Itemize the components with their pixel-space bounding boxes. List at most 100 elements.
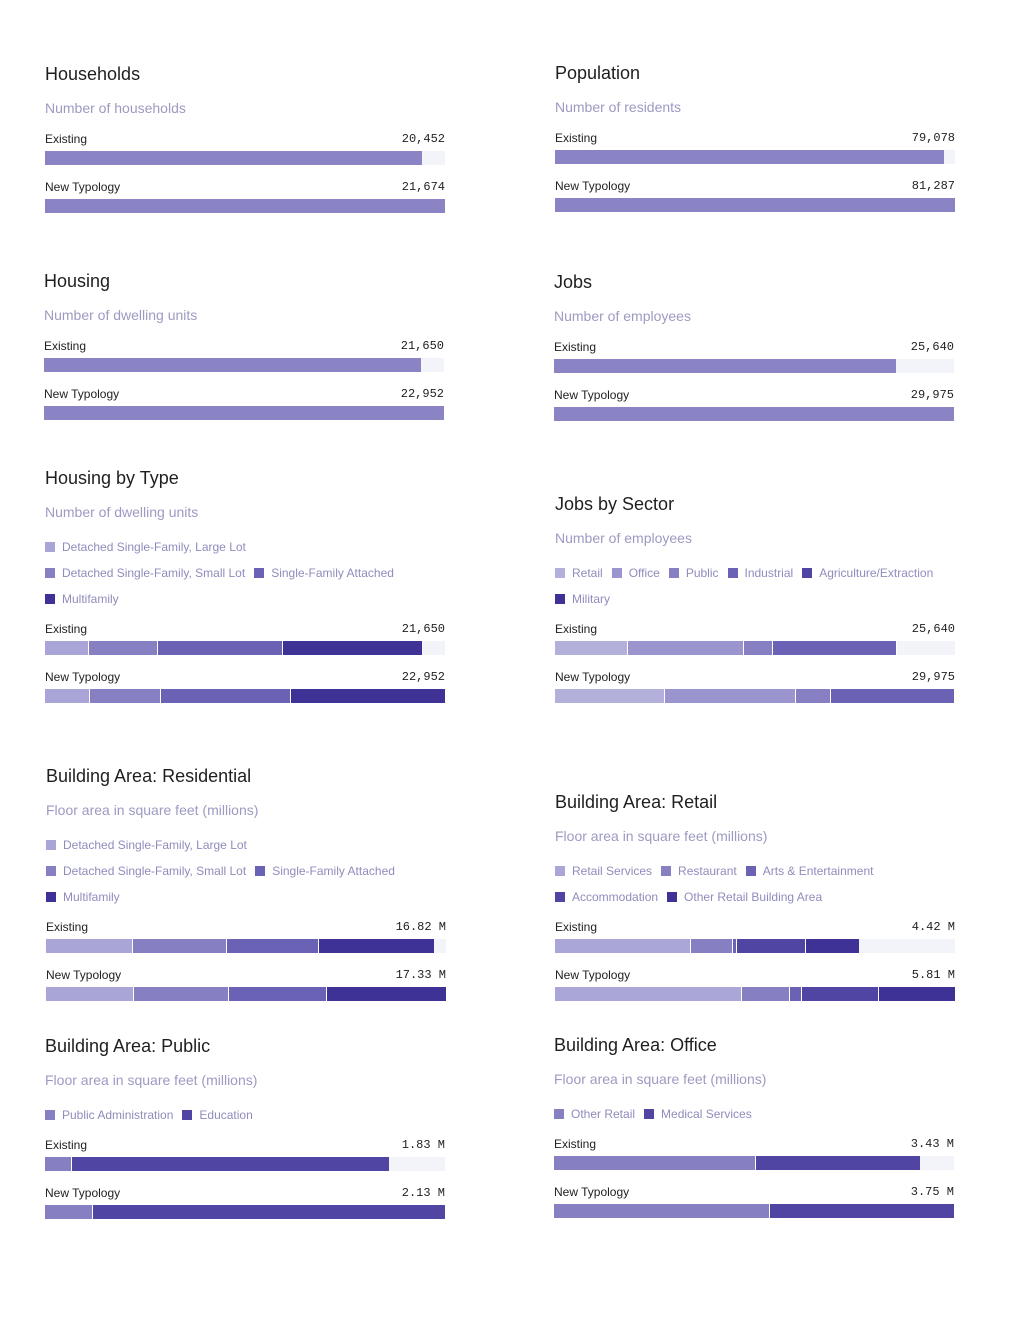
- chart-title: Building Area: Residential: [46, 766, 252, 786]
- bar-track: [45, 1157, 445, 1171]
- chart-title: Building Area: Public: [45, 1036, 211, 1056]
- row-header: New Typology 3.75 M: [554, 1182, 954, 1202]
- bar-segment: [896, 641, 898, 655]
- bar: [555, 198, 955, 212]
- chart-subtitle: Floor area in square feet (millions): [554, 1071, 767, 1087]
- bar-row: Existing 21,650: [45, 619, 445, 655]
- total-label: 21,650: [401, 622, 445, 636]
- bar-track: [555, 150, 955, 164]
- bar-track: [45, 199, 445, 213]
- chart-subtitle: Number of employees: [555, 530, 692, 546]
- bar-segment: [132, 939, 227, 953]
- bar-segment: [157, 641, 283, 655]
- legend-swatch: [254, 568, 265, 578]
- row-header: Existing 16.82 M: [46, 917, 446, 937]
- legend-swatch: [555, 568, 565, 578]
- value-label: 22,952: [400, 387, 444, 401]
- legend-swatch: [555, 866, 565, 876]
- chart-card: Housing by Type Number of dwelling units D…: [45, 466, 445, 703]
- chart-title: Housing: [44, 271, 111, 291]
- bar-segment: [829, 689, 954, 703]
- bar-segment: [318, 939, 435, 953]
- legend-item: Multifamily: [46, 884, 120, 910]
- row-label: New Typology: [45, 670, 121, 684]
- bar-track: [45, 1205, 445, 1219]
- legend-label: Military: [572, 592, 610, 606]
- row-label: Existing: [555, 131, 598, 145]
- bar-segment: [689, 939, 732, 953]
- bar: [554, 407, 954, 421]
- row-label: New Typology: [554, 388, 630, 402]
- bar-rows: Existing 4.42 M New Typology 5.81 M: [555, 917, 955, 1001]
- chart-subtitle: Number of dwelling units: [44, 307, 198, 323]
- row-label: Existing: [44, 339, 87, 353]
- row-header: New Typology 81,287: [555, 176, 955, 196]
- total-label: 1.83 M: [401, 1138, 445, 1152]
- legend-swatch: [745, 866, 756, 876]
- bar-track: [554, 1204, 954, 1218]
- row-label: New Typology: [555, 179, 631, 193]
- row-header: Existing 25,640: [554, 337, 954, 357]
- bar-segment: [736, 939, 805, 953]
- bar-row: New Typology 29,975: [555, 667, 955, 703]
- bar-row: Existing 4.42 M: [555, 917, 955, 953]
- bar-segment: [45, 1205, 92, 1219]
- bar-segment: [555, 987, 741, 1001]
- legend-item: Restaurant: [661, 858, 737, 884]
- legend-swatch: [611, 568, 622, 578]
- bar-segment: [45, 1157, 72, 1171]
- bar-rows: Existing 21,650 New Typology 22,952: [44, 336, 444, 420]
- row-label: Existing: [45, 132, 88, 146]
- legend-swatch: [802, 568, 813, 578]
- bar-segment: [804, 939, 860, 953]
- bar-row: New Typology 22,952: [44, 384, 444, 420]
- bar-segment: [325, 987, 446, 1001]
- legend-swatch: [45, 594, 55, 604]
- legend: Detached Single-Family, Large Lot Detache…: [45, 534, 445, 612]
- value-label: 21,674: [401, 180, 445, 194]
- bar-row: New Typology 2.13 M: [45, 1183, 445, 1219]
- row-header: Existing 3.43 M: [554, 1134, 954, 1154]
- bar-segment: [877, 987, 955, 1001]
- bar-track: [555, 939, 955, 953]
- chart-title: Households: [45, 64, 141, 84]
- row-label: Existing: [554, 340, 597, 354]
- legend-label: Detached Single-Family, Small Lot: [62, 566, 246, 580]
- legend-label: Retail Services: [572, 864, 653, 878]
- bar-track: [554, 1156, 954, 1170]
- bar-rows: Existing 21,650 New Typology 22,952: [45, 619, 445, 703]
- chart-card: Jobs Number of employees Existing 25,640 New…: [554, 270, 954, 421]
- bar: [555, 150, 945, 164]
- legend-item: Industrial: [727, 560, 793, 586]
- chart-title: Building Area: Office: [554, 1035, 717, 1055]
- legend: Retail Services Restaurant Arts & Entertai…: [555, 858, 955, 910]
- bar-segment: [663, 689, 795, 703]
- legend-swatch: [182, 1110, 193, 1120]
- row-header: New Typology 29,975: [555, 667, 955, 687]
- chart-title: Housing by Type: [45, 468, 179, 488]
- row-header: Existing 4.42 M: [555, 917, 955, 937]
- bar-segment: [772, 641, 897, 655]
- legend-label: Other Retail: [571, 1107, 636, 1121]
- legend-label: Accommodation: [572, 890, 659, 904]
- bar-row: New Typology 22,952: [45, 667, 445, 703]
- bar: [44, 406, 444, 420]
- bar-rows: Existing 25,640 New Typology 29,975: [554, 337, 954, 421]
- value-label: 21,650: [400, 339, 444, 353]
- bar-rows: Existing 3.43 M New Typology 3.75 M: [554, 1134, 954, 1218]
- bar-segment: [554, 1156, 755, 1170]
- total-label: 25,640: [911, 622, 955, 636]
- row-header: Existing 25,640: [555, 619, 955, 639]
- chart-card: Population Number of residents Existing 79,…: [555, 61, 955, 212]
- bar-segment: [740, 987, 790, 1001]
- total-label: 17.33 M: [395, 968, 446, 982]
- legend-label: Detached Single-Family, Large Lot: [63, 838, 247, 852]
- bar: [44, 358, 422, 372]
- bar-row: Existing 79,078: [555, 128, 955, 164]
- bar-track: [46, 939, 446, 953]
- row-label: New Typology: [554, 1185, 630, 1199]
- row-label: New Typology: [555, 968, 631, 982]
- chart-card: Building Area: Residential Floor area in …: [46, 764, 446, 1001]
- legend-swatch: [555, 892, 565, 902]
